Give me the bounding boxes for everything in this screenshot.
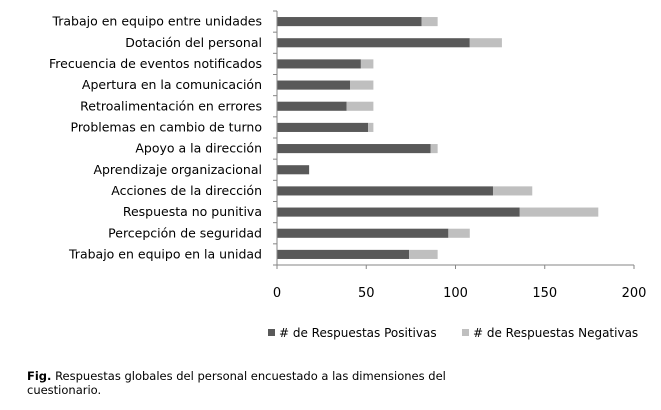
bar-negative [409,249,438,259]
legend-label: # de Respuestas Negativas [473,326,638,340]
stacked-bar-chart: Trabajo en equipo entre unidades Dotación… [49,10,647,340]
category-label: Respuesta no punitiva [123,204,262,219]
figure-caption: Fig. Respuestas globales del personal en… [27,369,507,397]
bar-negative [430,144,438,154]
bar-negative [519,207,599,217]
bar-negative [350,80,374,90]
category-label: Apertura en la comunicación [82,77,262,92]
bar-positive [277,144,431,154]
category-label: Retroalimentación en errores [80,98,262,113]
bar-positive [277,101,347,111]
x-tick-label: 0 [273,286,281,301]
bar-negative [421,17,438,27]
bar-negative [469,38,502,48]
x-tick-label: 100 [443,286,468,301]
bar-positive [277,249,410,259]
caption-label: Fig. [27,369,52,383]
category-label: Frecuencia de eventos notificados [49,56,262,71]
category-label: Trabajo en equipo entre unidades [51,14,262,29]
bar-positive [277,17,422,27]
caption-text: Respuestas globales del personal encuest… [27,369,446,397]
category-label: Percepción de seguridad [108,225,262,240]
bar-negative [346,101,374,111]
bar-positive [277,186,493,196]
bar-positive [277,165,310,175]
bar-positive [277,207,520,217]
bar-negative [360,59,374,69]
bar-positive [277,80,351,90]
bar-negative [368,122,374,132]
bar-negative [448,228,470,238]
category-label: Trabajo en equipo en la unidad [68,246,262,261]
category-label: Dotación del personal [125,35,262,50]
category-label: Apoyo a la dirección [135,141,262,156]
category-label: Acciones de la dirección [111,183,262,198]
x-tick-label: 200 [622,286,647,301]
x-tick-label: 150 [532,286,557,301]
bar-positive [277,38,470,48]
bar-negative [492,186,533,196]
x-tick-label: 50 [358,286,375,301]
legend-label: # de Respuestas Positivas [279,326,437,340]
legend-swatch [268,329,275,336]
bar-positive [277,59,361,69]
category-label: Problemas en cambio de turno [71,119,263,134]
bar-positive [277,228,449,238]
legend-swatch [462,329,469,336]
category-label: Aprendizaje organizacional [93,162,262,177]
bar-positive [277,122,369,132]
